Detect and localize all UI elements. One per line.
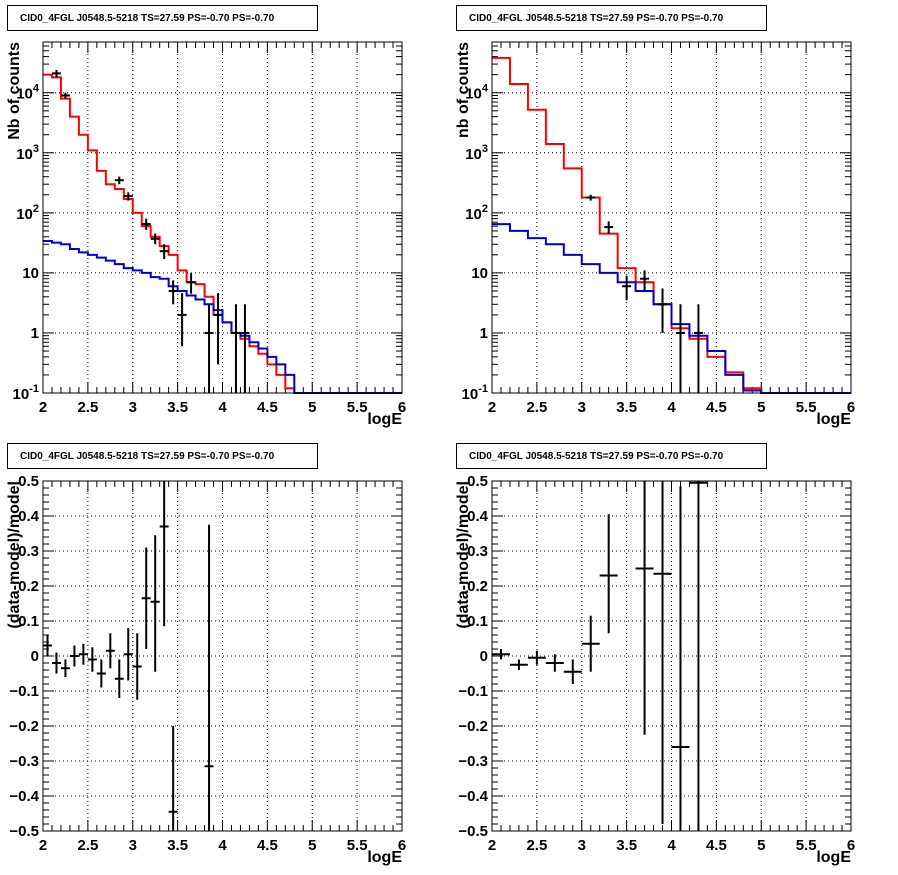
y-tick-label: −0.3 <box>9 753 39 770</box>
x-tick-label: 6 <box>847 837 855 854</box>
y-tick-label: 10 <box>471 265 488 282</box>
y-tick-label: 104 <box>465 83 489 103</box>
x-tick-label: 2.5 <box>526 837 547 854</box>
x-tick-label: 4.5 <box>706 837 727 854</box>
y-tick-label: 0.3 <box>18 543 39 560</box>
x-tick-label: 5.5 <box>796 399 817 416</box>
x-axis-label: logE <box>816 849 851 866</box>
y-axis-label: nb of counts <box>455 42 472 138</box>
x-tick-label: 6 <box>398 837 406 854</box>
y-tick-label: 1 <box>480 325 488 342</box>
y-tick-label: 1 <box>31 325 39 342</box>
y-tick-label: −0.5 <box>9 823 39 840</box>
y-tick-label: 103 <box>465 143 488 163</box>
x-tick-label: 2.5 <box>526 399 547 416</box>
panel-3-title: CID0_4FGL J0548.5-5218 TS=27.59 PS=-0.70… <box>7 443 318 469</box>
y-tick-label: 102 <box>465 203 488 223</box>
plot-frame <box>42 41 403 394</box>
y-tick-label: 10-1 <box>462 383 488 403</box>
x-tick-label: 4.5 <box>257 837 278 854</box>
y-tick-label: 10-1 <box>13 383 39 403</box>
y-axis-label: (data-model)/model <box>455 481 472 629</box>
x-tick-label: 5.5 <box>347 399 368 416</box>
x-tick-label: 3.5 <box>167 837 188 854</box>
y-tick-label: 0.5 <box>18 473 39 490</box>
y-tick-label: −0.2 <box>9 718 39 735</box>
x-tick-label: 3 <box>578 837 586 854</box>
y-tick-label: 0.3 <box>467 543 488 560</box>
x-tick-label: 2.5 <box>77 399 98 416</box>
y-tick-label: 103 <box>16 143 39 163</box>
x-tick-label: 3.5 <box>616 399 637 416</box>
y-tick-label: −0.1 <box>458 683 488 700</box>
x-tick-label: 4 <box>218 399 227 416</box>
panel-1: 2 2.5 3 3.5 4 4.5 5 5.5 6 10-1 1 10 102 103 104 logE Nb … <box>6 41 406 428</box>
y-tick-label: −0.3 <box>458 753 488 770</box>
y-tick-label: 0.4 <box>18 508 40 525</box>
plot-frame <box>42 480 403 832</box>
x-tick-label: 5 <box>308 399 316 416</box>
x-tick-label: 2.5 <box>77 837 98 854</box>
y-tick-label: 10 <box>22 265 39 282</box>
x-tick-label: 4.5 <box>257 399 278 416</box>
x-tick-label: 5 <box>308 837 316 854</box>
y-tick-label: 0 <box>480 648 488 665</box>
x-tick-label: 3 <box>578 399 586 416</box>
y-tick-label: 0.4 <box>467 508 489 525</box>
y-tick-label: −0.4 <box>458 788 488 805</box>
x-axis-label: logE <box>816 411 851 428</box>
x-tick-label: 2 <box>488 837 496 854</box>
y-tick-label: 0 <box>31 648 39 665</box>
x-tick-label: 5.5 <box>347 837 368 854</box>
x-tick-label: 4 <box>218 837 227 854</box>
x-tick-label: 6 <box>398 399 406 416</box>
panel-4-title: CID0_4FGL J0548.5-5218 TS=27.59 PS=-0.70… <box>456 443 767 469</box>
y-tick-label: −0.2 <box>458 718 488 735</box>
y-tick-label: 0.1 <box>18 613 39 630</box>
plot-frame <box>491 480 852 832</box>
x-tick-label: 3.5 <box>167 399 188 416</box>
x-tick-label: 3.5 <box>616 837 637 854</box>
x-tick-label: 2 <box>488 399 496 416</box>
plot-frame <box>491 41 852 394</box>
x-axis-label: logE <box>367 849 402 866</box>
x-tick-label: 4 <box>667 399 676 416</box>
x-tick-label: 2 <box>39 837 47 854</box>
x-tick-label: 4.5 <box>706 399 727 416</box>
x-tick-label: 2 <box>39 399 47 416</box>
x-tick-label: 3 <box>129 399 137 416</box>
y-tick-label: 0.2 <box>18 578 39 595</box>
y-tick-label: 0.1 <box>467 613 488 630</box>
panel-2: 2 2.5 3 3.5 4 4.5 5 5.5 6 10-1 1 10 102 103 104 logE nb … <box>455 41 855 428</box>
panel-4: 2 2.5 3 3.5 4 4.5 5 5.5 6 −0.5 −0.4 −0.3 −0.2 −0.1 0 0.… <box>455 473 855 866</box>
y-tick-label: −0.5 <box>458 823 488 840</box>
y-tick-label: −0.1 <box>9 683 39 700</box>
y-tick-label: 104 <box>16 83 40 103</box>
model-background-line <box>492 223 851 394</box>
panel-3: 2 2.5 3 3.5 4 4.5 5 5.5 6 −0.5 −0.4 −0.3 −0.2 −0.1 0 0.… <box>6 473 406 866</box>
x-tick-label: 4 <box>667 837 676 854</box>
y-tick-label: 102 <box>16 203 39 223</box>
y-axis-label: Nb of counts <box>6 42 23 140</box>
y-tick-label: 0.2 <box>467 578 488 595</box>
y-axis-label: (data-model)/model <box>6 481 23 629</box>
y-tick-label: −0.4 <box>9 788 39 805</box>
x-tick-label: 5 <box>757 837 765 854</box>
panel-2-title: CID0_4FGL J0548.5-5218 TS=27.59 PS=-0.70… <box>456 5 767 31</box>
x-axis-label: logE <box>367 411 402 428</box>
y-tick-label: 0.5 <box>467 473 488 490</box>
x-tick-label: 5.5 <box>796 837 817 854</box>
x-tick-label: 6 <box>847 399 855 416</box>
x-tick-label: 5 <box>757 399 765 416</box>
x-tick-label: 3 <box>129 837 137 854</box>
panel-1-title: CID0_4FGL J0548.5-5218 TS=27.59 PS=-0.70… <box>7 5 318 31</box>
